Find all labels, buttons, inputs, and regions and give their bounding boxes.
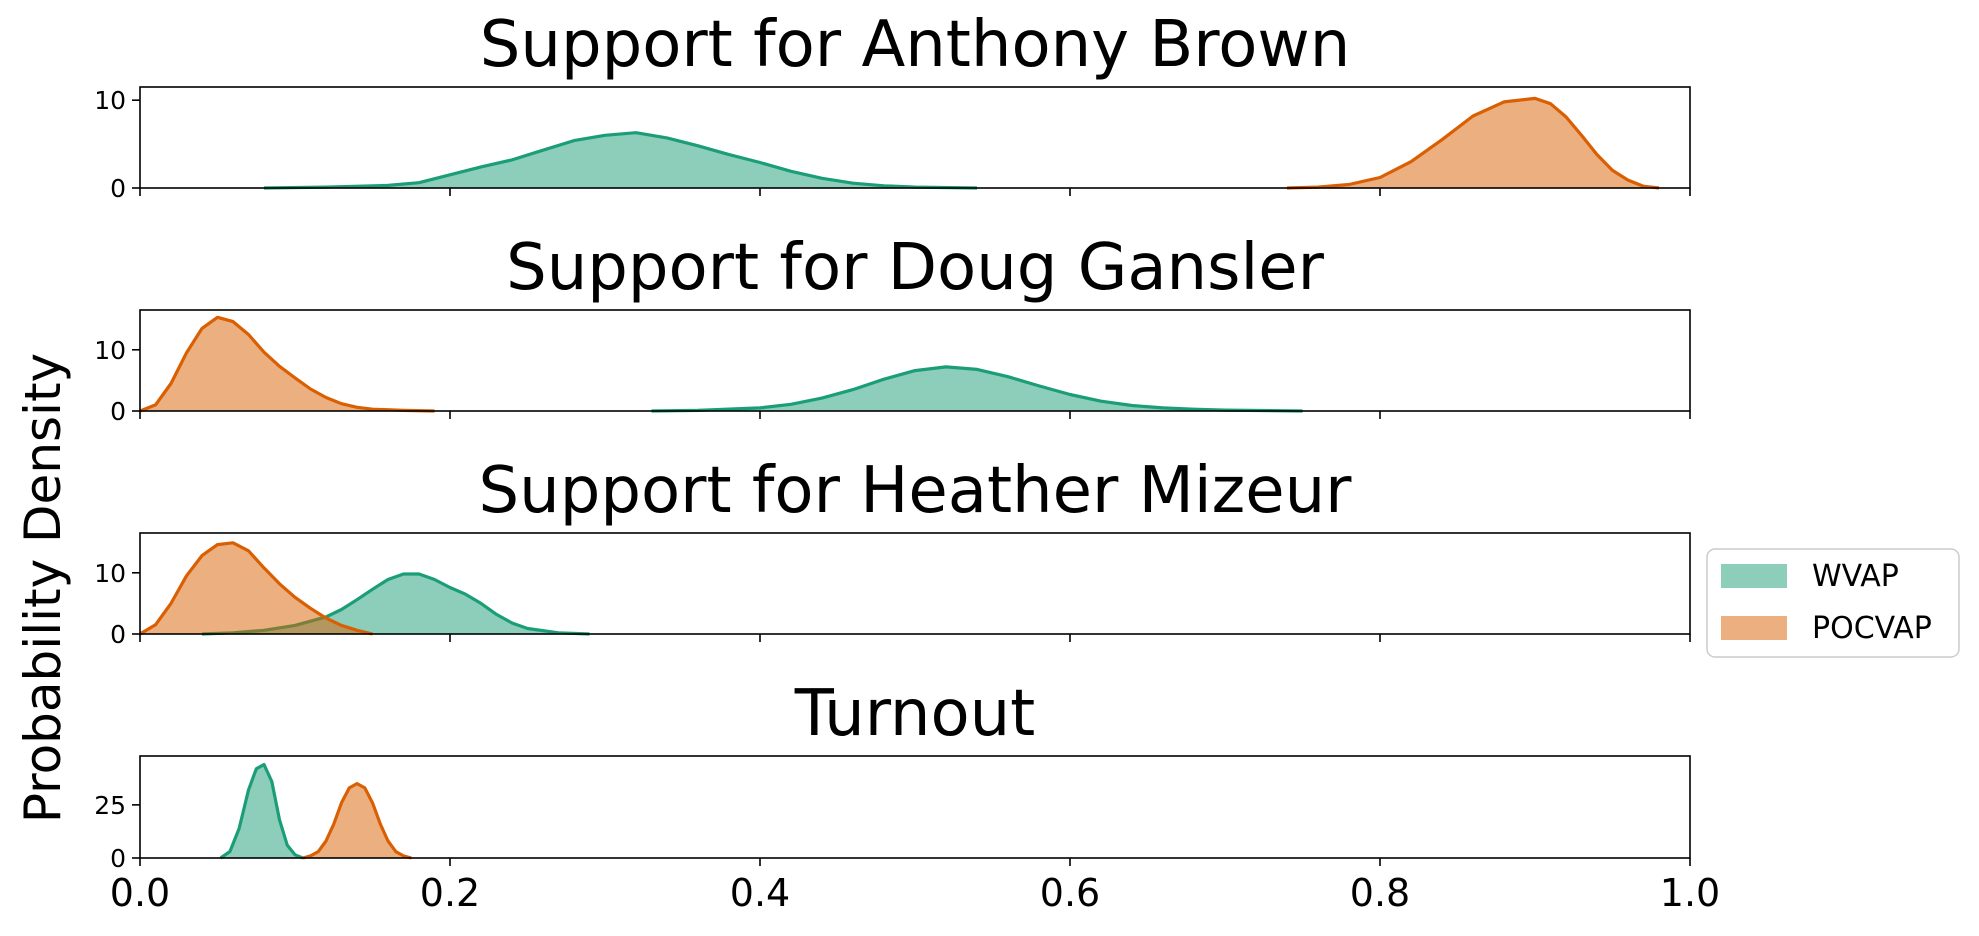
y-tick-label: 0 — [110, 174, 126, 203]
panel-title: Turnout — [794, 677, 1036, 751]
axes-frame — [139, 309, 1691, 412]
x-tick-label: 0.8 — [1350, 871, 1410, 915]
density-fill-wvap — [264, 132, 977, 188]
x-tick-label: 0.0 — [110, 871, 170, 915]
panel-title: Support for Heather Mizeur — [479, 454, 1353, 528]
density-fill-pocvap — [140, 317, 435, 411]
density-line-pocvap — [139, 541, 373, 636]
legend-swatch-wvap — [1721, 564, 1787, 588]
panel-4: Turnout 0 25 — [94, 677, 1691, 873]
y-tick-label: 0 — [110, 397, 126, 426]
y-tick-label: 0 — [110, 844, 126, 873]
axes-frame — [139, 532, 1691, 635]
y-tick-label: 10 — [94, 86, 126, 115]
x-tick-label: 1.0 — [1660, 871, 1720, 915]
panel-1: Support for Anthony Brown 0 10 — [94, 8, 1691, 203]
density-line-wvap — [219, 762, 304, 860]
legend: WVAP POCVAP — [1706, 548, 1960, 658]
density-fill-wvap — [220, 764, 303, 858]
x-tick-label: 0.4 — [730, 871, 790, 915]
y-tick-label: 10 — [94, 559, 126, 588]
panel-title: Support for Doug Gansler — [506, 231, 1325, 305]
x-tick-label: 0.2 — [420, 871, 480, 915]
density-line-pocvap — [302, 782, 412, 860]
panel-2: Support for Doug Gansler 0 10 — [94, 231, 1691, 426]
legend-swatch-pocvap — [1721, 616, 1787, 640]
density-line-pocvap — [139, 315, 435, 413]
y-tick-label: 0 — [110, 620, 126, 649]
panel-title: Support for Anthony Brown — [480, 8, 1351, 82]
panel-3: Support for Heather Mizeur 0 10 — [94, 454, 1691, 649]
x-tick-label: 0.6 — [1040, 871, 1100, 915]
legend-label-pocvap: POCVAP — [1812, 611, 1932, 646]
density-fill-wvap — [202, 574, 590, 634]
axes-frame — [139, 755, 1691, 859]
x-tick-labels: 0.0 0.2 0.4 0.6 0.8 1.0 — [110, 871, 1720, 915]
y-axis-label: Probability Density — [14, 353, 72, 823]
density-line-wvap — [263, 131, 978, 190]
density-fill-pocvap — [302, 783, 412, 858]
legend-label-wvap: WVAP — [1812, 559, 1899, 594]
density-fill-pocvap — [1287, 98, 1659, 188]
axes-frame — [139, 86, 1691, 189]
density-fill-wvap — [651, 366, 1303, 411]
density-line-wvap — [651, 365, 1303, 413]
y-tick-label: 25 — [94, 791, 126, 820]
y-tick-label: 10 — [94, 336, 126, 365]
density-line-pocvap — [1286, 96, 1660, 190]
